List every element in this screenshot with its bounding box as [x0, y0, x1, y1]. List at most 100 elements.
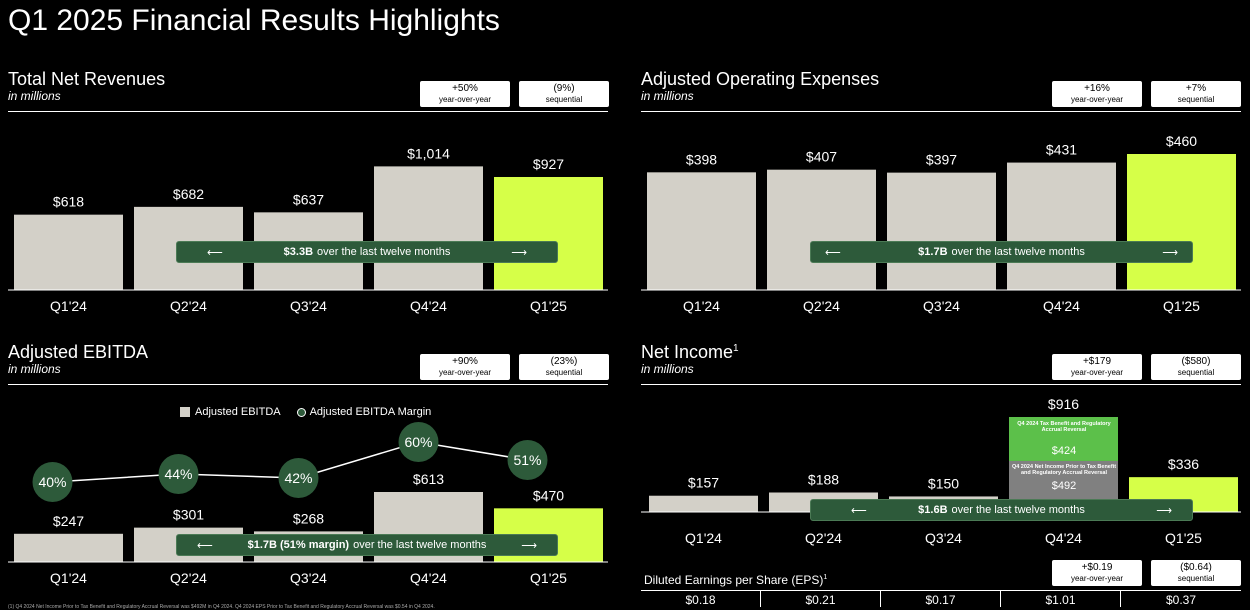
netincome-header-rule — [641, 384, 1241, 385]
bar-value-label: $1,014 — [407, 145, 450, 161]
margin-label: 60% — [404, 434, 432, 450]
eps-value-cell: $0.17 — [881, 591, 1001, 607]
banner-value: $1.7B (51% margin) — [247, 539, 350, 551]
eps-seq-pill: ($0.64) sequential — [1151, 560, 1241, 586]
netincome-ltm-banner: ⟵ $1.6B over the last twelve months ⟶ — [810, 499, 1193, 521]
revenue-chart: $618 Q1'24 $682 Q2'24 $637 Q3'24 $1,014 Q4'24 $9… — [8, 145, 608, 314]
margin-label: 44% — [164, 466, 192, 482]
margin-point — [278, 458, 319, 498]
pill-value: ($580) — [1181, 356, 1211, 367]
margin-point — [32, 462, 73, 502]
netincome-panel: Net Income1 in millions +$179 year-over-… — [641, 342, 1241, 562]
opex-ltm-banner: ⟵ $1.7B over the last twelve months ⟶ — [810, 241, 1193, 263]
x-tick-label: Q4'24 — [410, 570, 447, 586]
x-tick-label: Q1'25 — [530, 298, 567, 314]
opex-chart: $398 Q1'24 $407 Q2'24 $397 Q3'24 $431 Q4'24 $460… — [641, 133, 1241, 314]
pill-value: (9%) — [553, 83, 575, 94]
ebitda-header-rule — [8, 384, 608, 385]
x-tick-label: Q3'24 — [923, 298, 960, 314]
margin-label: 51% — [513, 452, 541, 468]
footnote-marker: 1 — [823, 574, 828, 581]
pill-label: year-over-year — [1070, 368, 1123, 377]
x-tick-label: Q4'24 — [1045, 530, 1082, 546]
pill-value: +$0.19 — [1081, 562, 1113, 573]
revenue-yoy-pill: +50% year-over-year — [420, 81, 510, 107]
q4-prior-income-value: $492 — [1051, 480, 1077, 492]
bar — [767, 169, 876, 290]
ebitda-ltm-banner: ⟵ $1.7B (51% margin) over the last twelv… — [176, 534, 558, 556]
opex-panel: Adjusted Operating Expenses in millions … — [641, 69, 1241, 319]
banner-value: $1.6B — [918, 504, 948, 516]
q4-tax-benefit-label: Q4 2024 Tax Benefit and Regulatory Accru… — [1017, 421, 1111, 434]
eps-yoy-pill: +$0.19 year-over-year — [1052, 560, 1142, 586]
bar-value-label: $470 — [533, 487, 564, 503]
legend-bar-label: Adjusted EBITDA — [195, 406, 281, 418]
opex-seq-pill: +7% sequential — [1151, 81, 1241, 107]
x-tick-label: Q2'24 — [170, 298, 207, 314]
x-tick-label: Q4'24 — [1043, 298, 1080, 314]
pill-value: +$179 — [1082, 356, 1112, 367]
x-tick-label: Q3'24 — [290, 570, 327, 586]
bar-value-label: $613 — [413, 471, 444, 487]
bar — [1127, 154, 1236, 290]
ebitda-yoy-pill: +90% year-over-year — [420, 354, 510, 380]
pill-value: (23%) — [550, 356, 578, 367]
margin-point — [507, 440, 548, 480]
ebitda-subtitle: in millions — [8, 362, 61, 376]
banner-text: over the last twelve months — [317, 246, 451, 258]
pill-label: sequential — [1177, 95, 1215, 104]
netincome-chart: $157 Q1'24 $188 Q2'24 $150 Q3'24 $916 Q4'24 $336… — [641, 396, 1241, 546]
bar-value-label: $268 — [293, 510, 324, 526]
eps-title-text: Diluted Earnings per Share (EPS) — [644, 573, 824, 587]
revenue-panel: Total Net Revenues in millions +50% year… — [8, 69, 609, 319]
revenue-ltm-banner: ⟵ $3.3B over the last twelve months ⟶ — [176, 241, 558, 263]
pill-label: year-over-year — [1070, 574, 1123, 583]
opex-yoy-pill: +16% year-over-year — [1052, 81, 1142, 107]
x-tick-label: Q4'24 — [410, 298, 447, 314]
bar-value-label: $398 — [686, 151, 717, 167]
pill-label: year-over-year — [438, 368, 491, 377]
bar-value-label: $188 — [808, 472, 839, 488]
arrow-right-icon: ⟶ — [1156, 505, 1172, 517]
x-tick-label: Q1'24 — [683, 298, 720, 314]
pill-label: sequential — [1177, 574, 1215, 583]
x-tick-label: Q3'24 — [925, 530, 962, 546]
banner-text: over the last twelve months — [951, 504, 1085, 516]
bar — [1007, 162, 1116, 290]
bar — [649, 495, 758, 512]
pill-value: +16% — [1084, 83, 1110, 94]
q4-tax-benefit-value: $424 — [1051, 445, 1077, 457]
netincome-title-text: Net Income — [641, 342, 734, 362]
banner-text: over the last twelve months — [951, 246, 1085, 258]
bar-value-label: $150 — [928, 475, 959, 491]
bar — [14, 533, 123, 562]
bar-value-label: $431 — [1046, 142, 1077, 158]
pill-value: ($0.64) — [1180, 562, 1212, 573]
eps-title: Diluted Earnings per Share (EPS)1 — [644, 573, 827, 587]
arrow-left-icon: ⟵ — [197, 540, 213, 552]
arrow-left-icon: ⟵ — [851, 505, 867, 517]
arrow-right-icon: ⟶ — [521, 540, 537, 552]
bar-value-label: $618 — [53, 194, 84, 210]
x-tick-label: Q1'25 — [530, 570, 567, 586]
revenue-title: Total Net Revenues — [8, 69, 166, 89]
pill-label: sequential — [1177, 368, 1215, 377]
bar-value-label: $682 — [173, 186, 204, 202]
arrow-left-icon: ⟵ — [825, 247, 841, 259]
bar-value-label: $407 — [806, 149, 837, 165]
eps-value-cell: $0.21 — [761, 591, 881, 607]
bar-value-label: $460 — [1166, 133, 1197, 149]
pill-value: +50% — [452, 83, 478, 94]
arrow-right-icon: ⟶ — [511, 247, 527, 259]
bar-value-label: $637 — [293, 191, 324, 207]
bar — [647, 172, 756, 290]
ebitda-legend: Adjusted EBITDA Adjusted EBITDA Margin — [180, 406, 431, 418]
netincome-title: Net Income1 — [641, 342, 739, 363]
bar — [14, 214, 123, 290]
banner-text: over the last twelve months — [353, 539, 487, 551]
opex-subtitle: in millions — [641, 89, 694, 103]
banner-value: $1.7B — [918, 246, 948, 258]
q4-prior-income-label: Q4 2024 Net Income Prior to Tax Benefit … — [1011, 464, 1117, 477]
revenue-seq-pill: (9%) sequential — [519, 81, 609, 107]
eps-value-cell: $0.18 — [641, 591, 761, 607]
